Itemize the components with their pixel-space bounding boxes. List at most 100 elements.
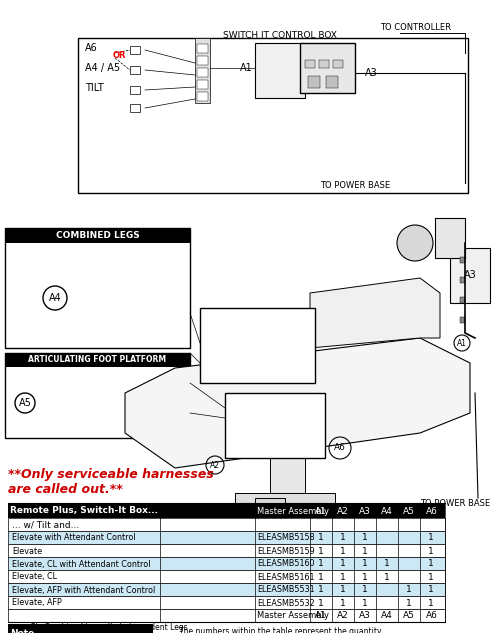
Text: 1: 1 xyxy=(340,598,346,608)
Text: A2: A2 xyxy=(337,611,349,620)
Text: **Only serviceable harnesses
are called out.**: **Only serviceable harnesses are called … xyxy=(8,468,214,496)
Bar xyxy=(130,86,140,94)
Bar xyxy=(460,297,465,303)
Text: A6: A6 xyxy=(426,611,438,620)
Text: TO POWER BASE: TO POWER BASE xyxy=(320,180,390,189)
Bar xyxy=(333,60,343,68)
Text: Master Assembly: Master Assembly xyxy=(257,506,329,515)
Bar xyxy=(460,317,465,323)
Bar xyxy=(270,398,305,493)
Text: A1: A1 xyxy=(240,63,253,73)
Bar xyxy=(5,228,190,243)
Text: 1: 1 xyxy=(428,598,434,608)
Text: 1: 1 xyxy=(384,572,390,582)
Text: Elevate with Attendant Control: Elevate with Attendant Control xyxy=(12,534,136,542)
Text: 1: 1 xyxy=(406,586,412,594)
Text: 1: 1 xyxy=(318,598,324,608)
Bar xyxy=(197,56,208,65)
Text: A2: A2 xyxy=(337,506,349,515)
Text: Remote Plus, Switch-It Box...: Remote Plus, Switch-It Box... xyxy=(10,506,158,515)
Text: 1: 1 xyxy=(428,560,434,568)
Text: 1: 1 xyxy=(318,546,324,556)
Text: 1: 1 xyxy=(428,572,434,582)
Bar xyxy=(130,46,140,54)
Text: A5: A5 xyxy=(403,506,415,515)
Text: ELEASMB5160: ELEASMB5160 xyxy=(257,560,314,568)
Text: COMBINED LEGS: COMBINED LEGS xyxy=(56,230,140,239)
Text: 1: 1 xyxy=(340,586,346,594)
Bar xyxy=(197,92,208,101)
Text: The numbers within the table represent the quantity
of each harness for each con: The numbers within the table represent t… xyxy=(179,627,382,633)
Bar xyxy=(5,228,190,348)
Bar xyxy=(8,544,445,557)
Text: 1: 1 xyxy=(384,560,390,568)
Bar xyxy=(130,66,140,74)
Bar xyxy=(8,557,445,570)
Bar xyxy=(450,248,490,303)
Bar xyxy=(197,68,208,77)
Text: OR: OR xyxy=(113,51,126,61)
Bar xyxy=(8,624,153,633)
Text: A4 / A5: A4 / A5 xyxy=(85,63,120,73)
Bar xyxy=(8,596,445,609)
Bar xyxy=(435,218,465,258)
Polygon shape xyxy=(125,338,470,468)
Bar xyxy=(197,80,208,89)
Bar xyxy=(8,609,445,622)
Bar xyxy=(195,38,210,103)
Bar xyxy=(8,583,445,596)
Text: 1: 1 xyxy=(362,560,368,568)
Text: TILT: TILT xyxy=(85,83,104,93)
Bar xyxy=(305,60,315,68)
Text: ELEASMB5159: ELEASMB5159 xyxy=(257,546,315,556)
Bar xyxy=(460,257,465,263)
Text: ELEASMB5158: ELEASMB5158 xyxy=(257,534,314,542)
Bar xyxy=(300,43,355,93)
Bar xyxy=(319,60,329,68)
Bar xyxy=(8,503,445,518)
Text: TO CONTROLLER: TO CONTROLLER xyxy=(380,23,451,32)
Text: A4: A4 xyxy=(381,611,393,620)
Text: 1: 1 xyxy=(340,534,346,542)
Bar xyxy=(308,76,320,88)
Bar xyxy=(8,518,445,531)
Text: Note: Note xyxy=(10,629,34,633)
Text: TO POWER BASE: TO POWER BASE xyxy=(420,499,490,508)
Text: ELEASMB5161: ELEASMB5161 xyxy=(257,572,314,582)
Bar xyxy=(78,38,468,193)
Text: OR: OR xyxy=(170,356,186,366)
Text: CL: Combined Legs, IL: Independent Legs: CL: Combined Legs, IL: Independent Legs xyxy=(30,624,188,632)
Text: Master Assembly: Master Assembly xyxy=(257,611,329,620)
Text: 1: 1 xyxy=(428,586,434,594)
Text: SWITCH IT CONTROL BOX: SWITCH IT CONTROL BOX xyxy=(223,32,337,41)
Polygon shape xyxy=(235,493,335,513)
Circle shape xyxy=(258,531,282,555)
Text: A3: A3 xyxy=(365,68,378,78)
Text: ... w/ Tilt and...: ... w/ Tilt and... xyxy=(12,520,79,529)
Text: A3: A3 xyxy=(464,270,476,280)
Text: 1: 1 xyxy=(318,586,324,594)
Text: Elevate, AFP with Attendant Control: Elevate, AFP with Attendant Control xyxy=(12,586,155,594)
Text: A5: A5 xyxy=(18,398,32,408)
Text: Elevate, CL with Attendant Control: Elevate, CL with Attendant Control xyxy=(12,560,150,568)
Text: Elevate, AFP: Elevate, AFP xyxy=(12,598,62,608)
Bar xyxy=(460,277,465,283)
Polygon shape xyxy=(310,278,440,348)
Bar xyxy=(225,393,325,458)
Bar xyxy=(326,76,338,88)
Text: 1: 1 xyxy=(340,560,346,568)
Text: A2: A2 xyxy=(210,460,220,470)
Bar xyxy=(8,570,445,583)
Text: A4: A4 xyxy=(381,506,393,515)
Bar xyxy=(130,104,140,112)
Text: 1: 1 xyxy=(428,534,434,542)
Text: 1: 1 xyxy=(406,598,412,608)
Text: A1: A1 xyxy=(457,339,467,348)
Text: 1: 1 xyxy=(340,572,346,582)
Bar xyxy=(200,308,315,383)
Text: 1: 1 xyxy=(340,546,346,556)
Text: A5: A5 xyxy=(403,611,415,620)
Text: A3: A3 xyxy=(359,611,371,620)
Text: 1: 1 xyxy=(362,586,368,594)
Text: Elevate: Elevate xyxy=(12,546,42,556)
